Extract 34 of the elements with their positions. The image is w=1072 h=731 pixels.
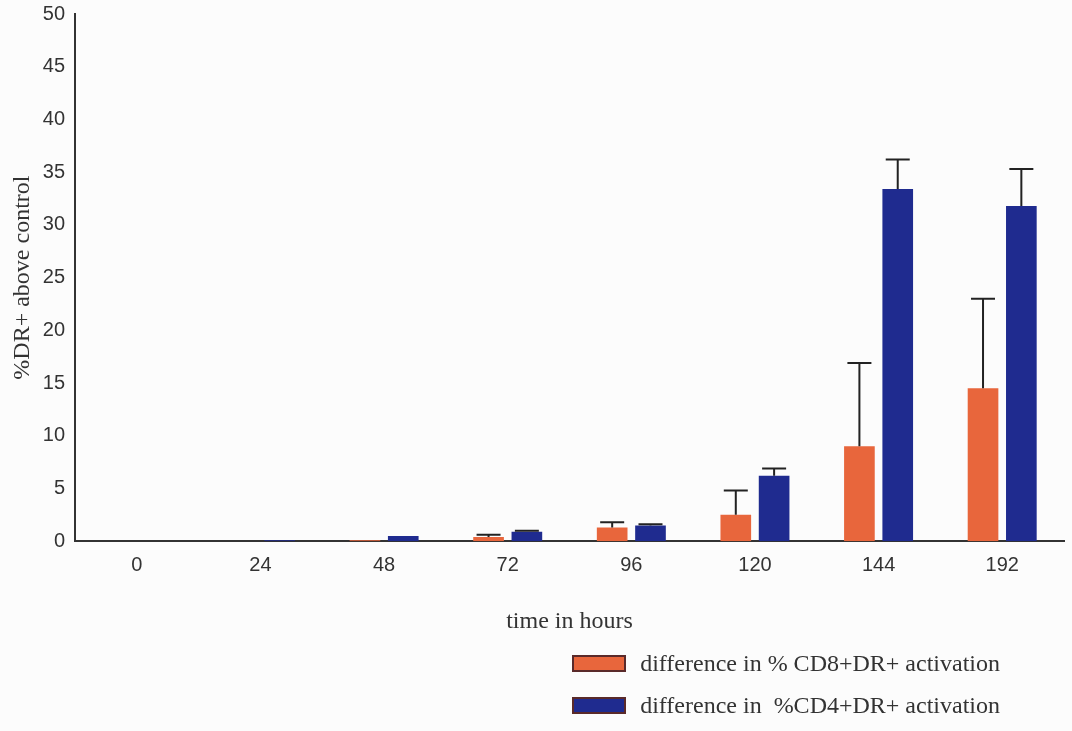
bar bbox=[1006, 205, 1037, 542]
x-tick-label: 0 bbox=[131, 552, 143, 575]
y-tick-label: 25 bbox=[42, 265, 66, 288]
y-tick-label: 45 bbox=[42, 54, 66, 77]
bar bbox=[511, 531, 543, 542]
bar bbox=[758, 475, 790, 542]
legend-label: difference in %CD4+DR+ activation bbox=[640, 691, 1000, 719]
x-tick-label: 72 bbox=[496, 552, 519, 575]
legend-label: difference in % CD8+DR+ activation bbox=[640, 649, 1000, 677]
x-axis-title: time in hours bbox=[506, 606, 633, 633]
bar bbox=[720, 514, 752, 542]
y-tick-label: 0 bbox=[53, 528, 66, 551]
y-tick-label: 10 bbox=[42, 423, 66, 446]
bar bbox=[635, 525, 666, 542]
y-tick-label: 40 bbox=[42, 106, 66, 129]
y-tick-label: 15 bbox=[42, 370, 66, 393]
bar bbox=[387, 535, 419, 542]
y-tick-label: 35 bbox=[42, 159, 66, 182]
x-tick-label: 96 bbox=[620, 552, 643, 575]
bar bbox=[596, 527, 628, 542]
bar bbox=[473, 536, 504, 542]
x-tick-label: 144 bbox=[861, 552, 896, 575]
y-tick-label: 5 bbox=[53, 476, 66, 498]
y-tick-label: 30 bbox=[42, 212, 66, 235]
x-tick-label: 192 bbox=[985, 552, 1019, 575]
x-tick-label: 24 bbox=[249, 552, 272, 575]
y-axis-title: %DR+ above control bbox=[7, 175, 34, 380]
x-tick-label: 120 bbox=[738, 552, 772, 575]
y-tick-label: 50 bbox=[42, 1, 66, 24]
bar bbox=[882, 189, 914, 542]
bar bbox=[844, 446, 875, 542]
x-tick-label: 48 bbox=[372, 552, 396, 575]
y-tick-label: 20 bbox=[42, 317, 66, 340]
bar bbox=[967, 388, 999, 542]
